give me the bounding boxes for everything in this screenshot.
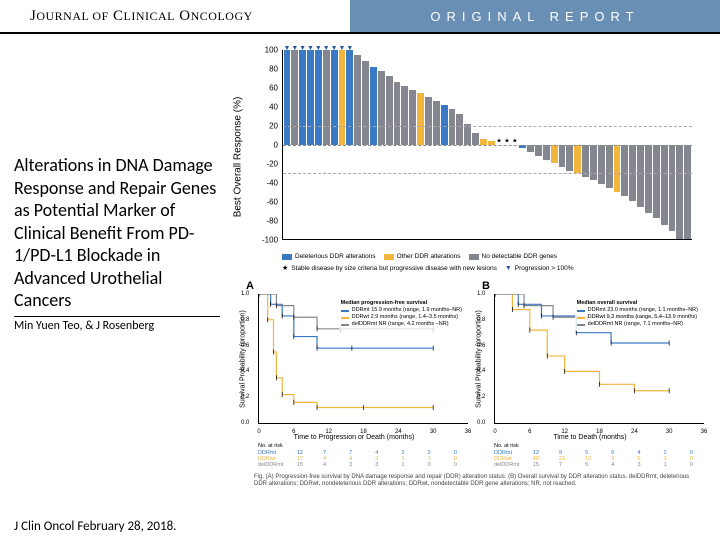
article-title: Alterations in DNA Damage Response and R… [14,154,220,312]
waterfall-axes: ▼▼▼▼▼▼▼▼▼★★★ [282,50,692,240]
citation: J Clin Oncol February 28, 2018. [14,519,176,534]
figures-area: Best Overall Response (%) -100-80-60-40-… [230,34,720,504]
legend-item: No detectable DDR genes [469,253,558,260]
waterfall-legend: Deleterious DDR alterations Other DDR alt… [282,253,692,272]
legend-item: ★Stable disease by size criteria but pro… [282,264,497,272]
figure-caption: Fig. (A) Progression-free survival by DN… [254,474,700,488]
waterfall-chart: Best Overall Response (%) -100-80-60-40-… [244,42,704,272]
legend-item: Other DDR alterations [384,253,461,260]
legend-item: ▼Progression > 100% [505,264,574,272]
km-panel-A: ASurvival Probability (proportion)0.00.2… [240,284,468,468]
journal-header: JOURNAL OF CLINICAL ONCOLOGY ORIGINAL RE… [0,0,720,34]
article-authors: Min Yuen Teo, & J Rosenberg [14,316,220,333]
report-type-banner: ORIGINAL REPORT [350,0,720,32]
journal-name: JOURNAL OF CLINICAL ONCOLOGY [0,0,350,32]
legend-item: Deleterious DDR alterations [282,253,376,260]
waterfall-ylabel: Best Overall Response (%) [233,97,244,218]
km-panel-B: BSurvival Probability (proportion)0.00.2… [476,284,704,468]
km-panels: ASurvival Probability (proportion)0.00.2… [240,284,710,468]
article-meta: Alterations in DNA Damage Response and R… [0,34,230,504]
